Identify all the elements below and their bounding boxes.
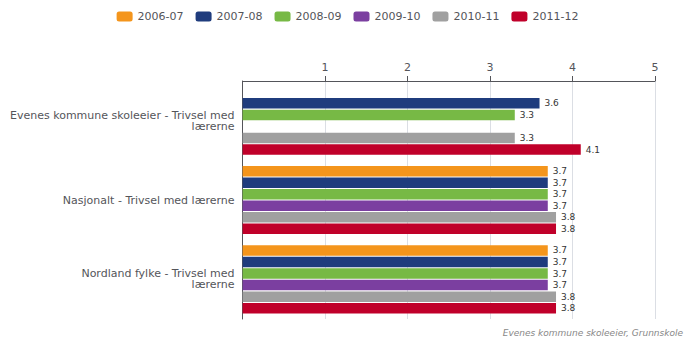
svg-text:2006-07: 2006-07 <box>138 10 184 23</box>
svg-text:3.8: 3.8 <box>561 224 576 234</box>
svg-text:3.8: 3.8 <box>561 292 576 302</box>
svg-text:4.1: 4.1 <box>586 145 600 155</box>
svg-text:3.7: 3.7 <box>553 166 567 176</box>
svg-text:3.7: 3.7 <box>553 257 567 267</box>
svg-text:3.3: 3.3 <box>520 133 534 143</box>
svg-text:Nordland fylke - Trivsel med: Nordland fylke - Trivsel med <box>81 267 235 281</box>
svg-text:3.7: 3.7 <box>553 178 567 188</box>
svg-text:2: 2 <box>404 61 411 74</box>
svg-text:2010-11: 2010-11 <box>453 10 499 23</box>
svg-text:lærerne: lærerne <box>192 278 235 291</box>
svg-text:4: 4 <box>569 61 576 74</box>
svg-text:3.7: 3.7 <box>553 269 567 279</box>
svg-text:lærerne: lærerne <box>192 120 235 133</box>
svg-text:5: 5 <box>652 61 659 74</box>
svg-text:Nasjonalt - Trivsel med lærern: Nasjonalt - Trivsel med lærerne <box>63 194 235 207</box>
svg-text:3.7: 3.7 <box>553 245 567 255</box>
svg-text:2008-09: 2008-09 <box>296 10 342 23</box>
svg-text:2011-12: 2011-12 <box>532 10 578 23</box>
svg-text:2009-10: 2009-10 <box>375 10 421 23</box>
svg-text:Evenes kommune skoleeier, Grun: Evenes kommune skoleeier, Grunnskole <box>503 328 684 338</box>
svg-text:3.8: 3.8 <box>561 212 576 222</box>
svg-text:1: 1 <box>322 61 329 74</box>
svg-text:3.6: 3.6 <box>545 98 560 108</box>
svg-text:3.3: 3.3 <box>520 110 534 120</box>
svg-text:3.7: 3.7 <box>553 189 567 199</box>
svg-text:2007-08: 2007-08 <box>217 10 263 23</box>
svg-text:3.7: 3.7 <box>553 280 567 290</box>
svg-text:3: 3 <box>487 61 494 74</box>
svg-text:Evenes kommune skoleeier - Tri: Evenes kommune skoleeier - Trivsel med <box>10 108 235 122</box>
svg-text:3.8: 3.8 <box>561 303 576 313</box>
svg-text:3.7: 3.7 <box>553 201 567 211</box>
